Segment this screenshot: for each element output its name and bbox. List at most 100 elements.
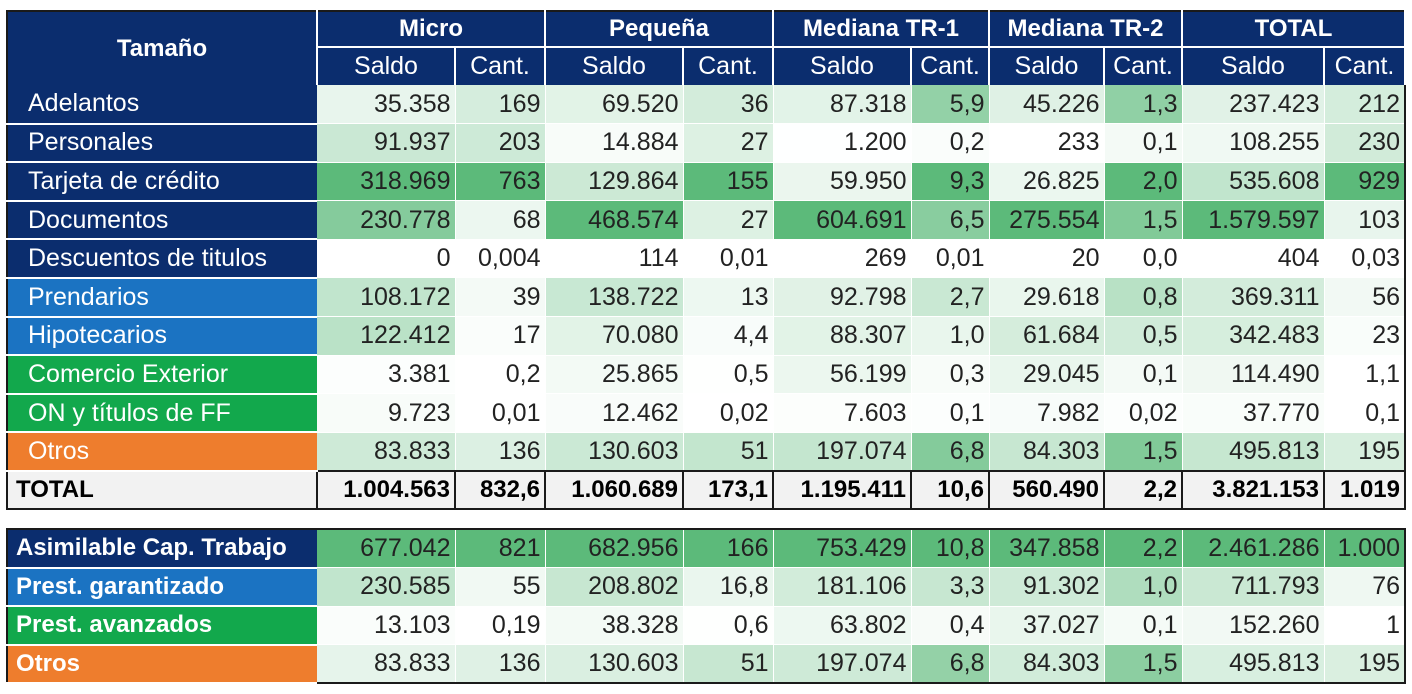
cell-saldo: 237.423 xyxy=(1182,85,1325,125)
cell-saldo: 29.618 xyxy=(989,277,1105,318)
cell-cant: 0,3 xyxy=(911,355,990,395)
header-group-mediana-tr2: Mediana TR-2 xyxy=(989,11,1183,47)
total-cell-cant: 173,1 xyxy=(683,469,774,509)
cell-saldo: 152.260 xyxy=(1182,606,1325,645)
cell-saldo: 0 xyxy=(317,239,456,279)
cell-cant: 155 xyxy=(683,162,774,202)
cell-cant: 0,1 xyxy=(1104,123,1183,163)
cell-saldo: 208.802 xyxy=(545,567,684,607)
cell-cant: 3,3 xyxy=(911,567,990,607)
cell-cant: 23 xyxy=(1324,316,1406,356)
row-label: Otros xyxy=(7,432,317,472)
cell-cant: 821 xyxy=(455,529,546,568)
cell-cant: 68 xyxy=(455,200,546,240)
cell-cant: 13 xyxy=(683,277,774,318)
cell-saldo: 275.554 xyxy=(989,200,1105,240)
cell-cant: 16,8 xyxy=(683,567,774,607)
cell-cant: 195 xyxy=(1324,644,1406,684)
row-label: Adelantos xyxy=(7,85,317,125)
cell-cant: 51 xyxy=(683,432,774,472)
cell-saldo: 114 xyxy=(545,239,684,279)
cell-saldo: 342.483 xyxy=(1182,316,1325,356)
cell-saldo: 369.311 xyxy=(1182,277,1325,318)
cell-saldo: 711.793 xyxy=(1182,567,1325,607)
table-row: Adelantos 35.358 169 69.520 36 87.318 5,9 45.22… xyxy=(7,85,1406,125)
cell-saldo: 130.603 xyxy=(545,432,684,472)
row-label: Personales xyxy=(7,123,317,164)
cell-cant: 0,2 xyxy=(455,355,546,395)
cell-cant: 0,5 xyxy=(1104,316,1183,356)
cell-saldo: 197.074 xyxy=(773,432,912,472)
cell-saldo: 84.303 xyxy=(989,432,1105,472)
subheader-saldo: Saldo xyxy=(989,46,1105,85)
cell-saldo: 233 xyxy=(989,123,1105,163)
table-row: Prest. avanzados 13.103 0,19 38.328 0,6 63.80… xyxy=(7,606,1406,646)
table-row: Hipotecarios 122.412 17 70.080 4,4 88.307 1,0 6… xyxy=(7,316,1406,357)
row-label: Hipotecarios xyxy=(7,316,317,357)
row-label: Documentos xyxy=(7,200,317,241)
cell-saldo: 129.864 xyxy=(545,162,684,202)
total-cell-cant: 832,6 xyxy=(455,469,546,509)
header-group-pequena: Pequeña xyxy=(545,11,774,47)
cell-cant: 0,19 xyxy=(455,606,546,645)
subheader-cant: Cant. xyxy=(1104,46,1183,85)
row-label: Prest. avanzados xyxy=(7,606,317,646)
cell-saldo: 753.429 xyxy=(773,529,912,568)
cell-saldo: 181.106 xyxy=(773,567,912,607)
table-row: Otros 83.833 136 130.603 51 197.074 6,8 84.303 1… xyxy=(7,644,1406,684)
cell-cant: 55 xyxy=(455,567,546,607)
cell-cant: 1,5 xyxy=(1104,644,1183,684)
cell-cant: 0,1 xyxy=(1324,393,1406,433)
cell-cant: 169 xyxy=(455,85,546,125)
cell-saldo: 197.074 xyxy=(773,644,912,684)
cell-saldo: 91.302 xyxy=(989,567,1105,607)
cell-cant: 203 xyxy=(455,123,546,163)
cell-cant: 1,5 xyxy=(1104,432,1183,472)
row-label: Prendarios xyxy=(7,277,317,318)
cell-saldo: 114.490 xyxy=(1182,355,1325,395)
cell-saldo: 1.200 xyxy=(773,123,912,163)
row-label: Tarjeta de crédito xyxy=(7,162,317,202)
cell-cant: 763 xyxy=(455,162,546,202)
cell-saldo: 3.381 xyxy=(317,355,456,395)
cell-saldo: 269 xyxy=(773,239,912,279)
cell-saldo: 70.080 xyxy=(545,316,684,356)
cell-cant: 0,4 xyxy=(911,606,990,645)
cell-cant: 56 xyxy=(1324,277,1406,318)
cell-saldo: 37.027 xyxy=(989,606,1105,645)
cell-saldo: 230.778 xyxy=(317,200,456,240)
cell-cant: 0,0 xyxy=(1104,239,1183,279)
cell-cant: 103 xyxy=(1324,200,1406,240)
total-cell-saldo: 1.195.411 xyxy=(773,469,912,509)
cell-cant: 0,03 xyxy=(1324,239,1406,279)
cell-saldo: 87.318 xyxy=(773,85,912,125)
cell-saldo: 25.865 xyxy=(545,355,684,395)
table-row: Tarjeta de crédito 318.969 763 129.864 155 59… xyxy=(7,162,1406,202)
cell-saldo: 108.255 xyxy=(1182,123,1325,163)
table-row: Asimilable Cap. Trabajo 677.042 821 682.956… xyxy=(7,529,1406,569)
row-label: Comercio Exterior xyxy=(7,355,317,395)
cell-saldo: 495.813 xyxy=(1182,432,1325,472)
cell-saldo: 59.950 xyxy=(773,162,912,202)
cell-saldo: 122.412 xyxy=(317,316,456,356)
cell-cant: 0,2 xyxy=(911,123,990,163)
cell-cant: 1.000 xyxy=(1324,529,1406,568)
cell-cant: 195 xyxy=(1324,432,1406,472)
cell-cant: 230 xyxy=(1324,123,1406,163)
cell-cant: 1 xyxy=(1324,606,1406,645)
cell-saldo: 347.858 xyxy=(989,529,1105,568)
cell-cant: 27 xyxy=(683,200,774,240)
total-label: TOTAL xyxy=(7,469,318,509)
cell-cant: 27 xyxy=(683,123,774,163)
cell-saldo: 682.956 xyxy=(545,529,684,568)
table-row: Documentos 230.778 68 468.574 27 604.691 6,5 27… xyxy=(7,200,1406,241)
row-label: Descuentos de titulos xyxy=(7,239,317,279)
subheader-cant: Cant. xyxy=(455,46,546,85)
total-cell-saldo: 3.821.153 xyxy=(1182,469,1325,509)
cell-cant: 0,1 xyxy=(911,393,990,433)
cell-cant: 1,0 xyxy=(911,316,990,356)
total-cell-cant: 2,2 xyxy=(1104,469,1183,509)
cell-saldo: 12.462 xyxy=(545,393,684,433)
cell-cant: 0,01 xyxy=(683,239,774,279)
cell-saldo: 7.982 xyxy=(989,393,1105,433)
